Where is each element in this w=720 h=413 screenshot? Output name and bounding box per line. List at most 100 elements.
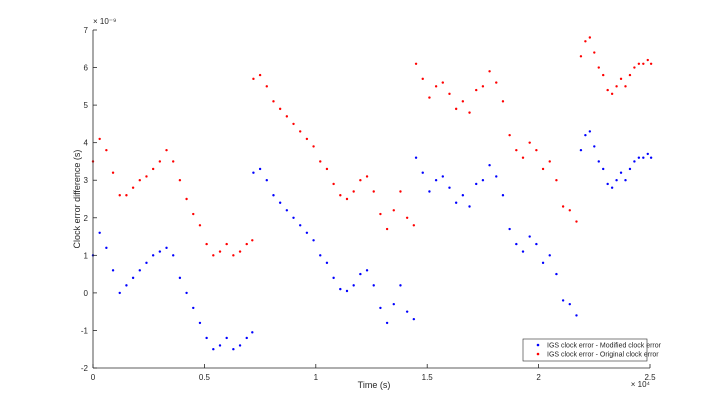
data-point [245,336,248,340]
data-point [405,216,409,219]
data-point [359,272,362,276]
data-point [649,62,653,65]
data-point [138,269,141,272]
data-point [646,152,649,156]
data-point [238,344,242,347]
data-point [555,272,558,276]
y-axis-label: Clock error difference (s) [72,150,82,249]
data-point [125,194,128,197]
data-point [615,179,618,182]
data-point [151,254,155,257]
data-marks [91,36,653,351]
x-tick-label: 2.5 [644,373,656,382]
data-point [468,111,471,114]
data-point [352,190,355,193]
data-point [232,348,235,351]
data-point [588,36,592,39]
data-point [414,156,418,159]
data-point [541,167,545,171]
data-point [299,130,302,133]
data-point [568,209,571,212]
y-tick-label: 6 [84,64,89,73]
data-point [412,317,416,321]
data-point [205,242,208,246]
data-point [379,306,382,310]
x-tick-label: 2 [536,373,541,382]
data-point [172,160,175,163]
y-tick-label: 0 [84,289,89,298]
data-point [299,224,302,227]
data-point [339,287,342,291]
legend-marker-modified [536,343,540,347]
data-point [606,182,609,186]
data-point [218,250,222,253]
data-point [225,336,228,340]
data-point [593,145,596,148]
data-point [535,242,538,246]
data-point [305,231,309,234]
data-point [561,205,565,208]
data-point [441,81,444,84]
data-point [332,182,335,186]
data-point [414,62,418,65]
data-point [145,261,148,265]
data-point [646,58,649,62]
data-point [359,179,362,182]
x-tick-label: 1 [314,373,319,382]
data-point [637,62,641,65]
data-point [597,66,600,69]
data-point [642,62,645,65]
data-point [325,261,329,265]
y-tick-label: 1 [84,251,89,260]
data-point [111,269,115,272]
data-point [312,239,315,242]
data-point [379,212,382,216]
data-point [628,167,632,171]
data-point [579,148,583,152]
data-point [245,242,248,246]
data-point [515,148,518,152]
data-point [265,179,268,182]
data-point [488,70,491,73]
data-point [624,179,627,182]
data-point [205,336,208,340]
data-point [606,88,609,92]
data-point [619,171,623,174]
data-point [392,209,395,212]
data-point [319,254,322,257]
data-point [521,156,525,159]
data-point [488,164,491,167]
data-point [251,331,254,334]
data-point [399,284,402,287]
data-point [252,171,255,174]
data-point [325,167,329,171]
data-point [225,242,228,246]
data-point [412,224,416,227]
data-point [461,194,465,197]
data-point [454,201,458,204]
data-point [428,96,431,99]
data-point [508,227,511,231]
data-point [628,73,632,77]
data-point [568,302,571,306]
data-point [448,92,451,96]
data-point [198,224,202,227]
data-point [475,88,478,92]
data-point [372,284,375,287]
data-point [285,209,289,212]
data-point [178,179,182,182]
data-point [105,148,108,152]
data-point [292,216,295,219]
x-exponent-label: × 10⁴ [631,380,651,389]
x-tick-label: 0 [91,373,96,382]
data-point [584,133,587,137]
data-point [131,186,135,189]
data-point [212,254,215,257]
data-point [185,197,188,201]
data-point [535,148,538,152]
data-point [278,107,282,111]
data-point [218,344,222,347]
y-tick-label: 4 [84,139,89,148]
y-tick-label: 5 [84,101,89,110]
data-point [602,167,605,171]
